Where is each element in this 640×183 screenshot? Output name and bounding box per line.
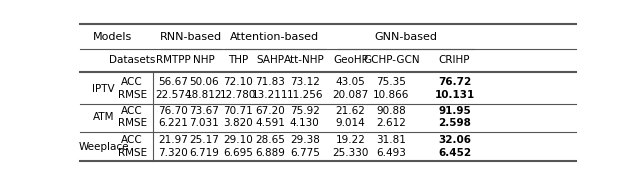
- Text: 6.695: 6.695: [223, 148, 253, 158]
- Text: 91.95: 91.95: [438, 106, 471, 116]
- Text: 6.221: 6.221: [158, 118, 188, 128]
- Text: 29.38: 29.38: [290, 135, 319, 145]
- Text: 7.320: 7.320: [158, 148, 188, 158]
- Text: 22.574: 22.574: [155, 90, 191, 100]
- Text: 43.05: 43.05: [335, 77, 365, 87]
- Text: GCHP-GCN: GCHP-GCN: [363, 55, 420, 65]
- Text: THP: THP: [228, 55, 248, 65]
- Text: SAHP: SAHP: [256, 55, 284, 65]
- Text: 6.452: 6.452: [438, 148, 471, 158]
- Text: Models: Models: [93, 32, 132, 42]
- Text: 72.10: 72.10: [223, 77, 253, 87]
- Text: ACC: ACC: [121, 106, 143, 116]
- Text: GeoHP: GeoHP: [333, 55, 368, 65]
- Text: 50.06: 50.06: [189, 77, 219, 87]
- Text: 11.256: 11.256: [287, 90, 323, 100]
- Text: 21.97: 21.97: [158, 135, 188, 145]
- Text: ACC: ACC: [121, 77, 143, 87]
- Text: ATM: ATM: [93, 112, 115, 122]
- Text: IPTV: IPTV: [93, 84, 115, 94]
- Text: 6.775: 6.775: [290, 148, 319, 158]
- Text: CRIHP: CRIHP: [439, 55, 470, 65]
- Text: 4.591: 4.591: [255, 118, 285, 128]
- Text: Weeplace: Weeplace: [79, 142, 129, 152]
- Text: RMTPP: RMTPP: [156, 55, 191, 65]
- Text: 67.20: 67.20: [255, 106, 285, 116]
- Text: 2.612: 2.612: [376, 118, 406, 128]
- Text: 6.889: 6.889: [255, 148, 285, 158]
- Text: 71.83: 71.83: [255, 77, 285, 87]
- Text: 90.88: 90.88: [376, 106, 406, 116]
- Text: 21.62: 21.62: [335, 106, 365, 116]
- Text: 75.92: 75.92: [290, 106, 319, 116]
- Text: 18.812: 18.812: [186, 90, 222, 100]
- Text: 29.10: 29.10: [223, 135, 253, 145]
- Text: 76.70: 76.70: [158, 106, 188, 116]
- Text: 76.72: 76.72: [438, 77, 471, 87]
- Text: 9.014: 9.014: [335, 118, 365, 128]
- Text: 25.330: 25.330: [332, 148, 369, 158]
- Text: 73.67: 73.67: [189, 106, 219, 116]
- Text: ACC: ACC: [121, 135, 143, 145]
- Text: RNN-based: RNN-based: [160, 32, 222, 42]
- Text: 2.598: 2.598: [438, 118, 471, 128]
- Text: 28.65: 28.65: [255, 135, 285, 145]
- Text: 10.866: 10.866: [373, 90, 410, 100]
- Text: 6.719: 6.719: [189, 148, 219, 158]
- Text: 20.087: 20.087: [332, 90, 369, 100]
- Text: 70.71: 70.71: [223, 106, 253, 116]
- Text: NHP: NHP: [193, 55, 215, 65]
- Text: RMSE: RMSE: [118, 90, 147, 100]
- Text: RMSE: RMSE: [118, 148, 147, 158]
- Text: 4.130: 4.130: [290, 118, 319, 128]
- Text: Attention-based: Attention-based: [230, 32, 319, 42]
- Text: 13.211: 13.211: [252, 90, 288, 100]
- Text: RMSE: RMSE: [118, 118, 147, 128]
- Text: 12.780: 12.780: [220, 90, 256, 100]
- Text: 75.35: 75.35: [376, 77, 406, 87]
- Text: 7.031: 7.031: [189, 118, 219, 128]
- Text: 3.820: 3.820: [223, 118, 253, 128]
- Text: 32.06: 32.06: [438, 135, 471, 145]
- Text: Att-NHP: Att-NHP: [284, 55, 325, 65]
- Text: 56.67: 56.67: [158, 77, 188, 87]
- Text: 10.131: 10.131: [435, 90, 475, 100]
- Text: GNN-based: GNN-based: [374, 32, 438, 42]
- Text: 73.12: 73.12: [290, 77, 319, 87]
- Text: Datasets: Datasets: [109, 55, 156, 65]
- Text: 6.493: 6.493: [376, 148, 406, 158]
- Text: 25.17: 25.17: [189, 135, 219, 145]
- Text: 19.22: 19.22: [335, 135, 365, 145]
- Text: 31.81: 31.81: [376, 135, 406, 145]
